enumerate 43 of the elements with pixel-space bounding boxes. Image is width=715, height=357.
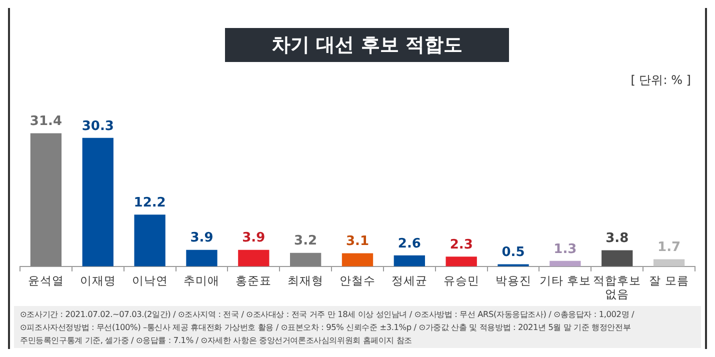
x-tick-label: 유승민 (443, 273, 480, 288)
text: ⊙조사기간 : 2021.07.02.~07.03.(2일간) / ⊙조사지역 : 전국 / ⊙조사대상 : 전국 거주 만 18세 이상 성인남녀 / ⊙조사방법 : 무선 ARS(자동응답조사) / ⊙총응답자 : 1,002명 / (20, 308, 636, 321)
data-label: 0.5 (502, 245, 525, 260)
x-tick-label: 홍준표 (236, 273, 272, 288)
data-label: 30.3 (82, 118, 114, 134)
x-tick-label: 기타 후보 (539, 273, 592, 288)
data-label: 2.6 (398, 236, 421, 252)
bar (394, 255, 425, 266)
x-tick-label: 적합후보 없음 (593, 273, 642, 302)
bar (134, 214, 166, 266)
x-tick-label: 안철수 (340, 273, 376, 288)
data-label: 1.7 (658, 240, 681, 256)
x-tick-label: 추미애 (184, 273, 220, 288)
x-tick-label: 정세균 (391, 273, 428, 288)
data-label: 3.1 (346, 234, 370, 250)
bar (550, 260, 581, 266)
chart-title: 차기 대선 후보 적합도 (225, 28, 509, 62)
bar (82, 138, 114, 266)
data-label: 3.2 (294, 234, 318, 249)
x-tick-label: 박용진 (495, 273, 532, 288)
bar (238, 250, 270, 266)
bar (290, 252, 322, 266)
data-label: 3.9 (242, 230, 266, 246)
data-label: 12.2 (134, 196, 166, 211)
data-label: 2.3 (450, 238, 473, 253)
data-label: 3.9 (190, 230, 214, 246)
bar (653, 259, 685, 266)
x-tick-label: 윤석열 (28, 273, 64, 288)
x-tick-label: 최재형 (288, 273, 324, 288)
bar (446, 256, 477, 266)
data-label: 31.4 (30, 114, 62, 130)
x-tick-label: 이낙연 (132, 273, 168, 288)
x-tick-label: 잘 모름 (649, 273, 689, 288)
bar (342, 253, 374, 266)
bar (30, 133, 62, 266)
data-label: 3.8 (606, 231, 629, 246)
chart-subtitle: [ 단위: % ] (630, 72, 691, 89)
data-label: 1.3 (554, 242, 577, 257)
bar (186, 250, 218, 266)
bar (602, 250, 633, 266)
text: 주민등록인구통계 기준, 셀가중 / ⊙응답률 : 7.1% / ⊙자세한 사항은 중앙선거여론조사심의위원회 홈페이지 참조 (20, 334, 414, 347)
text: ⊙피조사자선정방법 : 무선(100%) –통신사 제공 휴대전화 가상번호 활용 / ⊙표본오차 : 95% 신뢰수준 ±3.1%p / ⊙가중값 산출 및 적용방법 : 2021년 5월 말 기준 행정안전부 (20, 321, 632, 334)
x-tick-label: 이재명 (80, 273, 116, 288)
